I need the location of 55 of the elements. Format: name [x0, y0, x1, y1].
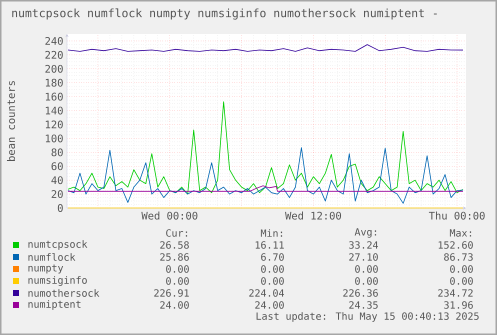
y-tick-label: 220 — [45, 50, 63, 59]
text: 6.70 — [261, 253, 284, 261]
text: 33.24 — [349, 241, 378, 249]
text: 226.91 — [154, 289, 189, 297]
legend-label: numiptent — [28, 300, 81, 310]
line-series — [68, 44, 464, 52]
y-tick-label: 60 — [52, 162, 63, 170]
text: 152.60 — [438, 241, 473, 249]
text: 24.35 — [349, 301, 378, 309]
y-tick-label: 120 — [46, 120, 63, 128]
text: 224.04 — [249, 289, 284, 297]
text: 0.00 — [261, 277, 284, 285]
y-axis-title: bean counters — [6, 81, 16, 161]
text: 24.00 — [255, 301, 284, 309]
text: Last update: Thu May 15 00:40:13 2025 — [256, 312, 479, 322]
legend-label: numtcpsock — [28, 240, 88, 250]
y-tick-label: 100 — [46, 134, 63, 142]
legend-label: numflock — [28, 253, 76, 261]
text: Min: — [260, 229, 282, 237]
y-tick-label: 0 — [58, 204, 63, 212]
legend-label: numothersock — [28, 289, 100, 297]
legend-label: numsiginfo — [28, 276, 87, 286]
text: 86.73 — [444, 253, 473, 261]
text: 27.10 — [349, 253, 378, 261]
y-tick-label: 200 — [45, 64, 63, 73]
text: 31.96 — [444, 301, 473, 309]
text: 0.00 — [261, 265, 284, 273]
x-tick-label: Wed 12:00 — [285, 212, 342, 220]
y-tick-label: 20 — [52, 190, 63, 198]
y-tick-label: 160 — [46, 92, 63, 101]
text: 0.00 — [166, 265, 189, 273]
y-tick-label: 140 — [46, 106, 63, 115]
text: 226.36 — [343, 289, 378, 297]
text: 25.86 — [160, 253, 189, 261]
text: 0.00 — [355, 277, 378, 285]
text: Cur: — [166, 229, 188, 237]
line-series — [68, 101, 464, 194]
legend-label: numpty — [28, 264, 64, 274]
text: 0.00 — [166, 277, 189, 285]
text: 24.00 — [160, 301, 189, 309]
y-tick-label: 180 — [46, 78, 63, 87]
text: 26.58 — [160, 241, 189, 249]
y-tick-label: 240 — [45, 37, 63, 45]
text: 16.11 — [256, 241, 284, 249]
chart-title: numtcpsock numflock numpty numsiginfo numothersock numiptent - — [12, 8, 437, 20]
text: Max: — [450, 229, 472, 237]
text: Avg: — [354, 228, 376, 238]
x-tick-label: Wed 00:00 — [141, 212, 198, 220]
text: 0.00 — [450, 265, 473, 273]
y-tick-label: 40 — [51, 176, 63, 184]
text: 0.00 — [355, 265, 378, 273]
text: 234.72 — [438, 289, 473, 297]
text: 0.00 — [450, 277, 473, 285]
y-tick-label: 80 — [52, 148, 63, 156]
x-tick-label: Thu 00:00 — [428, 212, 485, 220]
